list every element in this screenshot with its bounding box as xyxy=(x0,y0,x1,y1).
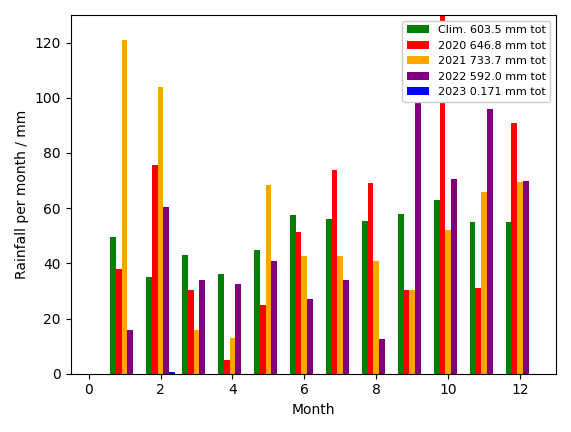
Bar xyxy=(487,109,493,374)
Bar xyxy=(307,299,313,374)
Bar xyxy=(271,260,277,374)
Bar xyxy=(152,165,158,374)
Bar xyxy=(470,222,476,374)
Bar xyxy=(440,12,445,374)
Bar xyxy=(404,289,409,374)
Bar xyxy=(224,360,230,374)
Bar xyxy=(199,280,205,374)
Bar xyxy=(476,288,481,374)
Bar xyxy=(266,185,271,374)
Bar xyxy=(451,179,457,374)
Bar xyxy=(337,257,343,374)
Bar xyxy=(434,200,440,374)
Bar xyxy=(343,280,349,374)
Bar xyxy=(379,339,385,374)
Bar xyxy=(163,207,169,374)
Bar xyxy=(235,284,241,374)
Bar xyxy=(368,183,373,374)
Bar xyxy=(158,87,163,374)
Bar xyxy=(362,221,368,374)
Bar xyxy=(110,237,116,374)
Bar xyxy=(415,89,421,374)
Bar xyxy=(290,215,296,374)
Bar xyxy=(218,274,224,374)
Y-axis label: Rainfall per month / mm: Rainfall per month / mm xyxy=(15,110,29,279)
Bar xyxy=(481,192,487,374)
X-axis label: Month: Month xyxy=(292,403,335,417)
Bar xyxy=(122,40,127,374)
Bar xyxy=(506,222,512,374)
Bar xyxy=(409,289,415,374)
Bar xyxy=(116,269,122,374)
Bar xyxy=(182,255,188,374)
Bar xyxy=(445,230,451,374)
Bar xyxy=(301,257,307,374)
Bar xyxy=(254,250,260,374)
Bar xyxy=(194,330,199,374)
Bar xyxy=(517,182,523,374)
Bar xyxy=(512,123,517,374)
Bar xyxy=(332,169,337,374)
Bar xyxy=(523,181,529,374)
Bar xyxy=(398,214,404,374)
Bar xyxy=(260,305,266,374)
Bar xyxy=(230,338,235,374)
Bar xyxy=(169,372,175,374)
Bar xyxy=(188,289,194,374)
Bar xyxy=(326,219,332,374)
Bar xyxy=(127,330,133,374)
Legend: Clim. 603.5 mm tot, 2020 646.8 mm tot, 2021 733.7 mm tot, 2022 592.0 mm tot, 202: Clim. 603.5 mm tot, 2020 646.8 mm tot, 2… xyxy=(403,21,550,102)
Bar xyxy=(296,232,301,374)
Bar xyxy=(373,260,379,374)
Bar xyxy=(146,277,152,374)
